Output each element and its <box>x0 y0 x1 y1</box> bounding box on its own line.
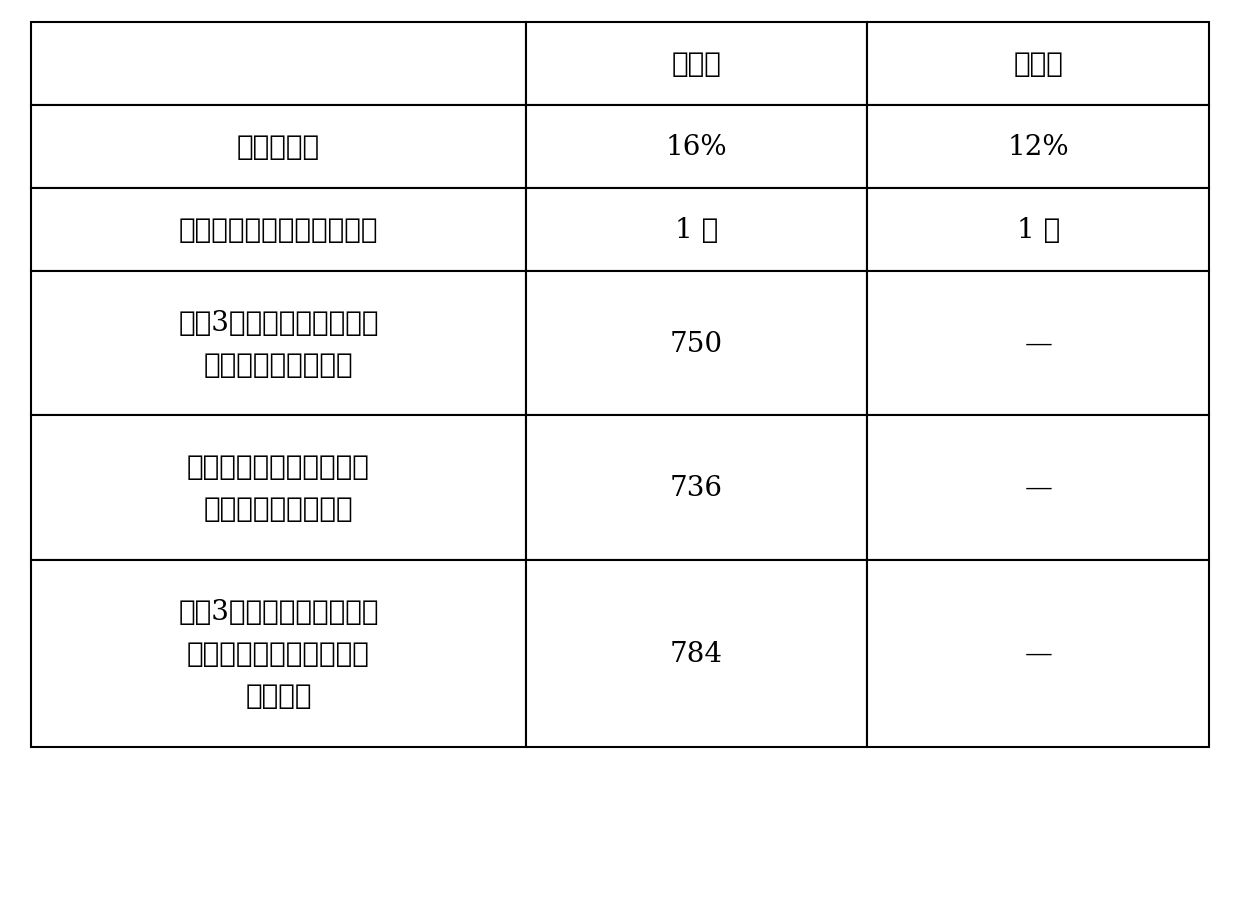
Bar <box>31 106 526 188</box>
Text: 12%: 12% <box>1007 134 1069 161</box>
Text: 猎人河紫花首蒿单独撒播: 猎人河紫花首蒿单独撒播 <box>187 454 370 481</box>
Text: 736: 736 <box>670 474 723 502</box>
Bar <box>31 272 526 415</box>
Bar <box>526 415 868 560</box>
Text: 甘农3号紫花首蒿单独撒播: 甘农3号紫花首蒿单独撒播 <box>179 310 378 336</box>
Text: 对比例: 对比例 <box>1013 51 1063 78</box>
Bar <box>868 560 1209 747</box>
Bar <box>526 560 868 747</box>
Bar <box>868 415 1209 560</box>
Text: 1 亩: 1 亩 <box>1017 217 1060 244</box>
Bar <box>868 272 1209 415</box>
Text: —: — <box>1024 330 1052 357</box>
Text: 甘农3号紫花首蒿与猎人河: 甘农3号紫花首蒿与猎人河 <box>179 598 378 626</box>
Bar <box>526 23 868 106</box>
Text: 土壤含水量: 土壤含水量 <box>237 134 320 161</box>
Text: —: — <box>1024 474 1052 502</box>
Bar <box>526 272 868 415</box>
Bar <box>31 415 526 560</box>
Text: 梯田面积（平面投影面积）: 梯田面积（平面投影面积） <box>179 217 378 244</box>
Bar <box>31 23 526 106</box>
Bar <box>868 23 1209 106</box>
Bar <box>868 188 1209 272</box>
Text: 16%: 16% <box>666 134 728 161</box>
Text: 所获经济效益（元）: 所获经济效益（元） <box>203 495 353 522</box>
Bar <box>526 106 868 188</box>
Bar <box>31 188 526 272</box>
Bar <box>868 106 1209 188</box>
Bar <box>526 188 868 272</box>
Text: —: — <box>1024 641 1052 667</box>
Text: 所获经济效益（元）: 所获经济效益（元） <box>203 351 353 378</box>
Text: 750: 750 <box>670 330 723 357</box>
Text: 益（元）: 益（元） <box>246 682 311 709</box>
Text: 实施例: 实施例 <box>672 51 722 78</box>
Bar <box>31 560 526 747</box>
Text: 1 亩: 1 亩 <box>675 217 718 244</box>
Text: 784: 784 <box>670 641 723 667</box>
Text: 紫花首蒿混种所获经济效: 紫花首蒿混种所获经济效 <box>187 641 370 667</box>
